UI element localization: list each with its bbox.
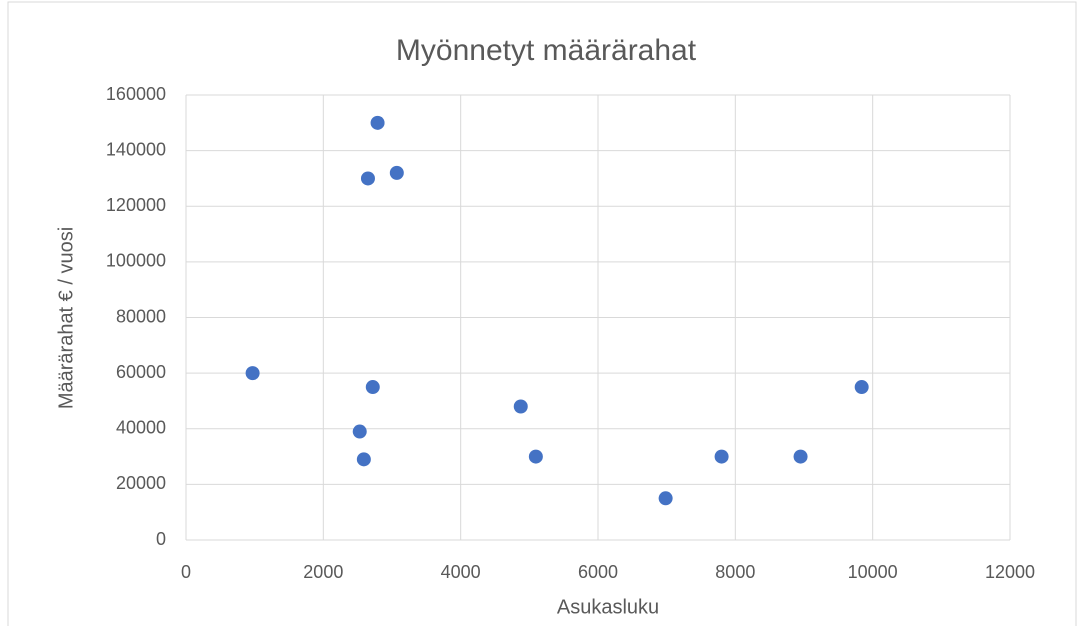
x-tick-label: 10000: [848, 562, 898, 582]
y-tick-label: 40000: [116, 418, 166, 438]
point: [352, 424, 367, 439]
y-tick-label: 160000: [106, 84, 166, 104]
point: [356, 452, 371, 467]
point: [528, 449, 543, 464]
point: [365, 380, 380, 395]
y-tick-label: 100000: [106, 251, 166, 271]
chart-title: Myönnetyt määrärahat: [396, 34, 697, 67]
point: [714, 449, 729, 464]
x-tick-label: 2000: [303, 562, 343, 582]
point: [245, 366, 260, 381]
chart-frame: [7, 1, 1077, 626]
point: [389, 165, 404, 180]
point: [513, 399, 528, 414]
point: [360, 171, 375, 186]
x-axis-label: Asukasluku: [557, 596, 659, 618]
y-axis-label: Määrärahat € / vuosi: [55, 227, 77, 409]
x-tick-label: 0: [181, 562, 191, 582]
x-tick-label: 8000: [715, 562, 755, 582]
y-tick-label: 80000: [116, 306, 166, 326]
point: [658, 491, 673, 506]
point: [854, 380, 869, 395]
point: [793, 449, 808, 464]
y-tick-label: 140000: [106, 139, 166, 159]
x-tick-label: 4000: [441, 562, 481, 582]
point: [370, 115, 385, 130]
y-tick-label: 0: [156, 529, 166, 549]
y-tick-label: 60000: [116, 362, 166, 382]
x-tick-label: 6000: [578, 562, 618, 582]
y-tick-label: 120000: [106, 195, 166, 215]
x-tick-label: 12000: [985, 562, 1035, 582]
y-tick-label: 20000: [116, 473, 166, 493]
